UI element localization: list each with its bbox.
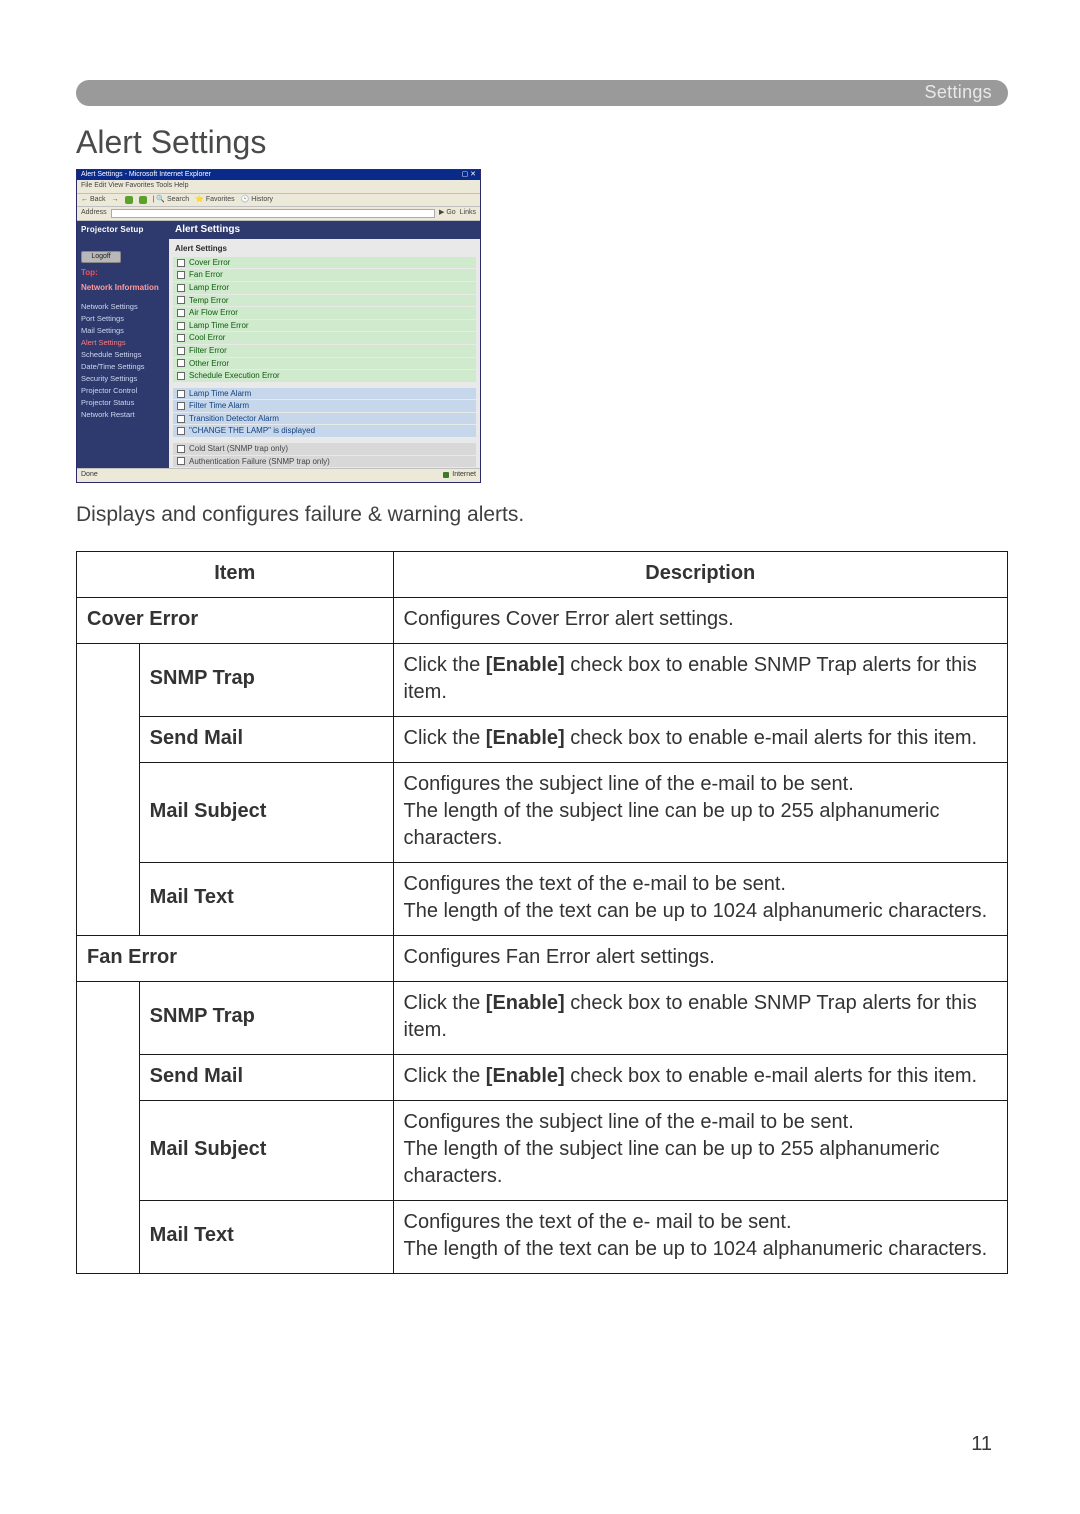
section-header-bar: Settings — [76, 80, 1008, 106]
indent-spacer — [77, 862, 140, 935]
table-sub-description: Configures the subject line of the e-mai… — [393, 1100, 1007, 1200]
screenshot-titlebar: Alert Settings - Microsoft Internet Expl… — [77, 170, 480, 180]
refresh-icon — [125, 196, 133, 204]
page-title: Alert Settings — [76, 124, 1008, 161]
screenshot-menubar: File Edit View Favorites Tools Help — [77, 180, 480, 193]
indent-spacer — [77, 716, 140, 762]
indent-spacer — [77, 981, 140, 1054]
screenshot-brand: Projector Setup — [81, 225, 165, 235]
screenshot-window-title: Alert Settings - Microsoft Internet Expl… — [81, 171, 211, 179]
table-parent-item: Cover Error — [77, 597, 394, 643]
indent-spacer — [77, 643, 140, 716]
table-sub-item: SNMP Trap — [139, 981, 393, 1054]
window-controls: ▢ ✕ — [462, 171, 476, 179]
table-sub-item: Send Mail — [139, 1054, 393, 1100]
table-sub-description: Configures the text of the e-mail to be … — [393, 862, 1007, 935]
table-parent-description: Configures Fan Error alert settings. — [393, 935, 1007, 981]
intro-text: Displays and configures failure & warnin… — [76, 503, 1008, 527]
table-sub-item: Mail Text — [139, 862, 393, 935]
table-sub-description: Configures the subject line of the e-mai… — [393, 762, 1007, 862]
table-sub-item: SNMP Trap — [139, 643, 393, 716]
table-sub-description: Configures the text of the e- mail to be… — [393, 1200, 1007, 1273]
table-sub-item: Mail Subject — [139, 762, 393, 862]
table-sub-item: Mail Subject — [139, 1100, 393, 1200]
screenshot-main: Alert Settings Alert Settings Cover Erro… — [169, 221, 480, 468]
address-field — [111, 209, 435, 218]
table-parent-item: Fan Error — [77, 935, 394, 981]
table-sub-item: Mail Text — [139, 1200, 393, 1273]
alert-settings-table: Item Description Cover ErrorConfigures C… — [76, 551, 1008, 1274]
indent-spacer — [77, 1100, 140, 1200]
col-header-description: Description — [393, 551, 1007, 597]
table-sub-item: Send Mail — [139, 716, 393, 762]
table-parent-description: Configures Cover Error alert settings. — [393, 597, 1007, 643]
screenshot-toolbar: ← Back → | 🔍 Search ⭐ Favorites 🕑 Histor… — [77, 194, 480, 207]
table-sub-description: Click the [Enable] check box to enable S… — [393, 643, 1007, 716]
table-sub-description: Click the [Enable] check box to enable e… — [393, 716, 1007, 762]
screenshot-addressbar: Address ▶ Go Links — [77, 207, 480, 221]
indent-spacer — [77, 1054, 140, 1100]
section-header-label: Settings — [925, 82, 992, 103]
table-sub-description: Click the [Enable] check box to enable e… — [393, 1054, 1007, 1100]
indent-spacer — [77, 762, 140, 862]
screenshot-sidebar: Projector Setup Logoff Top: Network Info… — [77, 221, 169, 468]
screenshot-statusbar: Done Internet — [77, 468, 480, 481]
home-icon — [139, 196, 147, 204]
logoff-button: Logoff — [81, 251, 121, 263]
col-header-item: Item — [77, 551, 394, 597]
indent-spacer — [77, 1200, 140, 1273]
table-sub-description: Click the [Enable] check box to enable S… — [393, 981, 1007, 1054]
alert-settings-screenshot: Alert Settings - Microsoft Internet Expl… — [76, 169, 481, 483]
page-number: 11 — [971, 1433, 992, 1456]
